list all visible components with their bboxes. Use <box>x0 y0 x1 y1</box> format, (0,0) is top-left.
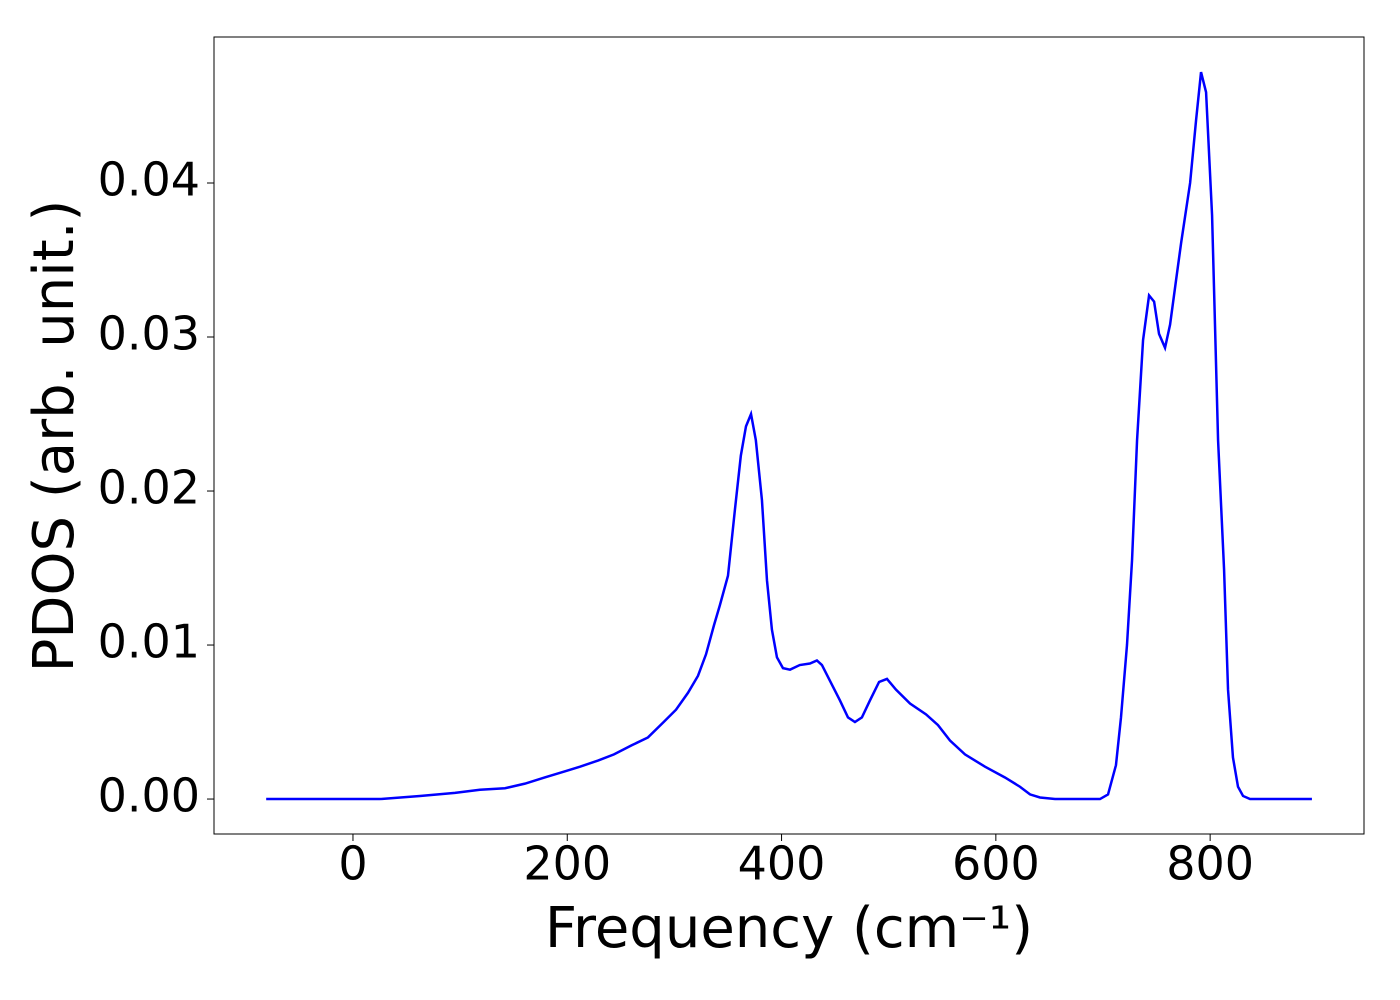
x-tick-label: 0 <box>338 837 367 891</box>
x-tick-label: 600 <box>952 837 1040 891</box>
x-tick-label: 800 <box>1166 837 1254 891</box>
x-tick-label: 400 <box>738 837 826 891</box>
x-tick-label: 200 <box>523 837 611 891</box>
plot-frame <box>213 36 1365 835</box>
y-tick-label: 0.03 <box>98 307 200 361</box>
y-tick-label: 0.01 <box>98 615 200 669</box>
data-line <box>266 71 1312 801</box>
y-tick-label: 0.02 <box>98 461 200 515</box>
x-axis-label: Frequency (cm⁻¹) <box>545 896 1033 961</box>
y-axis-label: PDOS (arb. unit.) <box>22 200 87 673</box>
y-tick-label: 0.00 <box>98 769 200 823</box>
y-tick-label: 0.04 <box>98 153 200 207</box>
